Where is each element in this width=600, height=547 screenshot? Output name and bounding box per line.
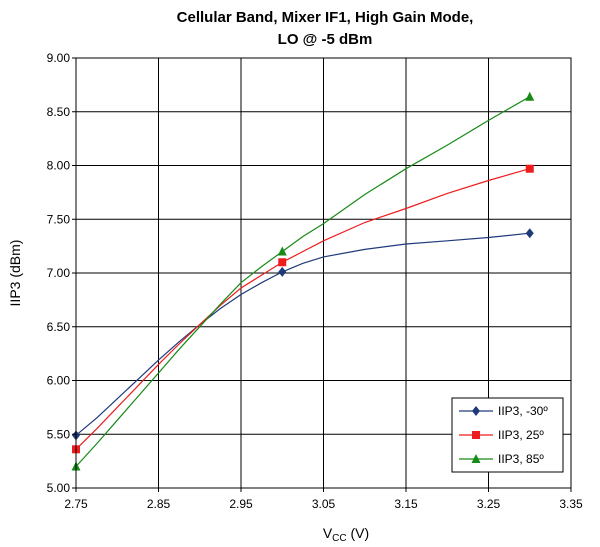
x-tick-label: 2.85 — [147, 497, 171, 511]
x-tick-label: 3.35 — [559, 497, 583, 511]
x-tick-label: 3.05 — [312, 497, 336, 511]
legend-marker — [471, 454, 481, 463]
legend-label: IIP3, 85º — [498, 452, 544, 466]
data-point-square — [525, 164, 534, 173]
y-tick-label: 7.50 — [47, 212, 71, 226]
chart-title-line2: LO @ -5 dBm — [278, 31, 373, 48]
y-tick-label: 9.00 — [47, 51, 71, 65]
chart-title-line1: Cellular Band, Mixer IF1, High Gain Mode… — [177, 9, 474, 26]
legend-entry: IIP3, 85º — [459, 452, 544, 466]
legend-label: IIP3, -30º — [498, 404, 548, 418]
data-point-diamond — [525, 228, 534, 239]
y-tick-label: 8.50 — [47, 105, 71, 119]
series-2 — [71, 91, 535, 471]
legend-label: IIP3, 25º — [498, 428, 544, 442]
data-point-diamond — [278, 266, 287, 277]
x-axis-label: VCC (V) — [323, 525, 369, 544]
y-tick-label: 7.00 — [47, 266, 71, 280]
x-axis-label-sub: CC — [332, 533, 346, 544]
legend: IIP3, -30º IIP3, 25º IIP3, 85º — [451, 397, 564, 473]
y-tick-label: 5.00 — [47, 481, 71, 495]
y-axis-label: IIP3 (dBm) — [7, 240, 23, 307]
x-axis-label-unit: (V) — [347, 525, 370, 541]
data-point-triangle — [277, 246, 287, 256]
series-line — [75, 96, 530, 467]
x-tick-label: 2.75 — [64, 497, 88, 511]
x-tick-label: 3.15 — [394, 497, 418, 511]
legend-entry: IIP3, -30º — [459, 404, 548, 418]
legend-marker — [472, 406, 480, 416]
y-tick-labels: 5.00 5.50 6.00 6.50 7.00 7.50 8.00 8.50 9.00 — [47, 51, 76, 495]
series-line — [75, 168, 530, 450]
y-tick-label: 6.50 — [47, 320, 71, 334]
data-point-triangle — [525, 91, 535, 101]
legend-entry: IIP3, 25º — [459, 428, 544, 442]
y-tick-label: 8.00 — [47, 159, 71, 173]
y-tick-label: 6.00 — [47, 374, 71, 388]
series-line — [75, 232, 530, 436]
x-axis-label-main: V — [323, 525, 333, 541]
data-point-square — [278, 258, 287, 267]
x-tick-labels: 2.75 2.85 2.95 3.05 3.15 3.25 3.35 — [64, 488, 583, 511]
x-tick-label: 3.25 — [477, 497, 501, 511]
x-tick-label: 2.95 — [229, 497, 253, 511]
y-tick-label: 5.50 — [47, 427, 71, 441]
legend-marker — [472, 431, 480, 439]
